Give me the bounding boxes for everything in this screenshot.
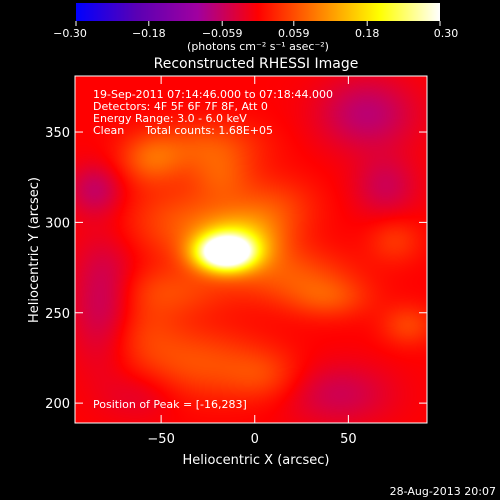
x-tick-label: 0 <box>251 432 259 447</box>
colorbar-ticks: −0.30 −0.18 −0.059 0.059 0.18 0.30 <box>53 21 458 40</box>
x-axis-label: Heliocentric X (arcsec) <box>183 453 330 468</box>
colorbar: −0.30 −0.18 −0.059 0.059 0.18 0.30 (photons c… <box>53 3 458 53</box>
annotation-clean-counts: Clean Total counts: 1.68E+05 <box>93 124 273 137</box>
y-tick-label: 300 <box>45 216 70 231</box>
annotation-detectors: Detectors: 4F 5F 6F 7F 8F, Att 0 <box>93 100 268 113</box>
colorbar-tick-label: −0.18 <box>132 27 166 40</box>
colorbar-tick-label: 0.18 <box>355 27 380 40</box>
colorbar-tick-label: 0.30 <box>434 27 459 40</box>
annotation-peak-position: Position of Peak = [-16,283] <box>93 398 247 411</box>
colorbar-tick-label: 0.059 <box>278 27 310 40</box>
plot-area: −50 0 50 200 250 300 350 <box>45 75 428 447</box>
colorbar-tick-label: −0.059 <box>202 27 243 40</box>
x-tick-label: 50 <box>340 432 357 447</box>
y-tick-label: 350 <box>45 126 70 141</box>
annotation-time-range: 19-Sep-2011 07:14:46.000 to 07:18:44.000 <box>93 88 333 101</box>
x-axis-ticks: −50 0 50 <box>147 76 357 447</box>
colorbar-units-label: (photons cm⁻² s⁻¹ asec⁻²) <box>187 40 329 53</box>
y-tick-label: 200 <box>45 397 70 412</box>
footer-timestamp: 28-Aug-2013 20:07 <box>390 485 496 498</box>
heatmap-image <box>75 76 427 423</box>
plot-frame <box>74 75 428 424</box>
x-tick-label: −50 <box>147 432 174 447</box>
y-axis-ticks: 200 250 300 350 <box>45 126 427 412</box>
annotation-energy-range: Energy Range: 3.0 - 6.0 keV <box>93 112 247 125</box>
y-tick-label: 250 <box>45 307 70 322</box>
colorbar-tick-label: −0.30 <box>53 27 87 40</box>
colorbar-gradient <box>76 3 440 21</box>
chart-title: Reconstructed RHESSI Image <box>154 56 359 72</box>
y-axis-label: Heliocentric Y (arcsec) <box>27 177 42 323</box>
